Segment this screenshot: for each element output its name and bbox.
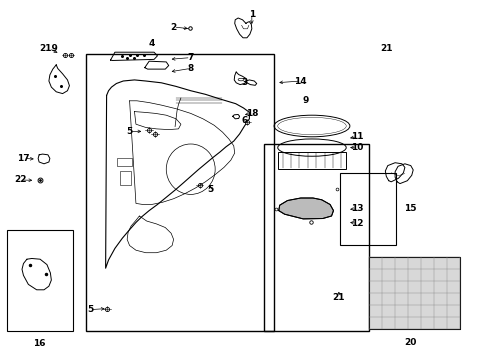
Text: 5: 5: [87, 305, 93, 314]
Text: 18: 18: [245, 109, 258, 118]
Bar: [277, 152, 346, 169]
Text: 14: 14: [294, 77, 306, 85]
Text: 16: 16: [33, 339, 45, 348]
Text: 17: 17: [17, 154, 30, 163]
Text: 219: 219: [40, 44, 58, 53]
Bar: [120, 171, 130, 185]
Text: 22: 22: [14, 175, 27, 184]
Bar: [339, 173, 395, 245]
Text: 21: 21: [332, 292, 345, 302]
Text: 6: 6: [241, 116, 247, 125]
Text: 15: 15: [404, 204, 416, 213]
Bar: [7, 230, 73, 331]
Text: 7: 7: [187, 53, 194, 62]
Text: 1: 1: [248, 10, 254, 19]
Polygon shape: [278, 198, 333, 219]
Text: 3: 3: [241, 78, 247, 87]
Text: 4: 4: [148, 39, 155, 48]
Text: 13: 13: [350, 204, 363, 213]
Text: 2: 2: [170, 22, 176, 31]
Bar: [264, 144, 368, 331]
Text: 8: 8: [187, 64, 193, 73]
Text: 5: 5: [207, 184, 213, 194]
Text: 20: 20: [404, 338, 416, 347]
Bar: [85, 54, 273, 331]
Text: 11: 11: [350, 132, 363, 141]
Bar: [368, 257, 459, 329]
Bar: [117, 158, 132, 166]
Bar: [368, 257, 459, 329]
Text: 21: 21: [379, 44, 392, 53]
Text: 5: 5: [126, 127, 132, 136]
Text: 12: 12: [350, 219, 363, 228]
Text: 9: 9: [302, 96, 308, 105]
Text: 10: 10: [350, 143, 363, 152]
